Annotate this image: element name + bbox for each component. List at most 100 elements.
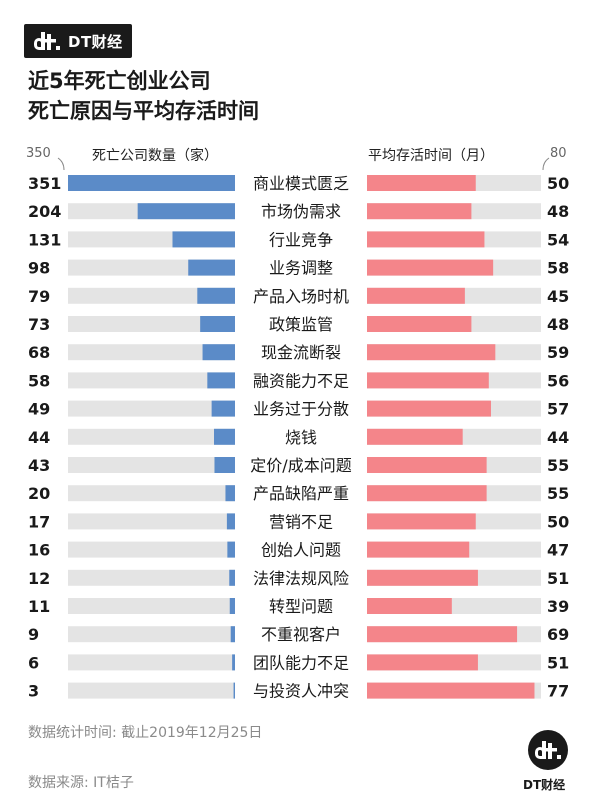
- left-value-label: 68: [28, 343, 50, 362]
- category-label: 法律法规风险: [253, 569, 349, 588]
- right-value-label: 51: [547, 653, 569, 672]
- left-bar: [227, 541, 235, 558]
- left-value-label: 44: [28, 428, 50, 447]
- right-value-label: 55: [547, 456, 569, 475]
- category-label: 商业模式匮乏: [253, 174, 349, 193]
- category-label-bg: [238, 596, 364, 616]
- right-value-label: 48: [547, 315, 569, 334]
- right-bar: [367, 654, 478, 671]
- left-value-label: 98: [28, 259, 50, 278]
- left-bar: [232, 654, 235, 671]
- left-bar-track: [68, 598, 235, 614]
- left-bar: [137, 203, 235, 220]
- left-value-label: 6: [28, 653, 39, 672]
- left-value-label: 17: [28, 512, 50, 531]
- right-value-label: 54: [547, 230, 569, 249]
- category-label: 现金流断裂: [261, 343, 341, 362]
- left-bar-track: [68, 541, 235, 558]
- category-label: 融资能力不足: [253, 371, 349, 390]
- left-bar: [233, 682, 235, 699]
- left-bar-track: [68, 457, 235, 473]
- right-bar: [367, 457, 487, 473]
- category-label-bg: [238, 680, 364, 701]
- category-label-bg: [238, 426, 364, 447]
- category-label: 业务过于分散: [253, 400, 349, 419]
- left-bar: [230, 626, 235, 643]
- category-label-bg: [238, 314, 364, 334]
- category-label: 业务调整: [269, 259, 333, 278]
- category-label-bg: [238, 652, 364, 673]
- right-value-label: 55: [547, 484, 569, 503]
- left-value-label: 58: [28, 371, 50, 390]
- chart-title: 近5年死亡创业公司 死亡原因与平均存活时间: [28, 66, 259, 126]
- left-bar: [214, 457, 235, 473]
- right-value-label: 45: [547, 287, 569, 306]
- right-bar: [367, 598, 452, 614]
- stats-time-note: 数据统计时间: 截止2019年12月25日: [28, 725, 263, 741]
- right-bar: [367, 344, 496, 361]
- left-bar: [214, 428, 235, 445]
- left-value-label: 12: [28, 569, 50, 588]
- left-value-label: 73: [28, 315, 50, 334]
- brand-badge: DT财经: [24, 24, 132, 58]
- left-bar-track: [68, 513, 235, 530]
- left-value-label: 16: [28, 541, 50, 560]
- category-label-bg: [238, 229, 364, 250]
- left-bar-track: [68, 626, 235, 643]
- left-bar-track: [68, 400, 235, 417]
- dt-logo-icon: [34, 32, 60, 50]
- category-label-bg: [238, 257, 364, 278]
- right-axis-max: 80: [550, 146, 567, 161]
- category-label: 政策监管: [269, 315, 333, 334]
- left-bar: [225, 485, 235, 502]
- category-label: 不重视客户: [261, 625, 341, 644]
- dt-logo-icon: [535, 741, 561, 759]
- left-bar-track: [68, 287, 235, 304]
- right-value-label: 57: [547, 400, 569, 419]
- left-bar: [229, 598, 235, 614]
- right-bar: [367, 259, 494, 276]
- right-bar: [367, 175, 476, 191]
- right-axis-pointer: [542, 157, 550, 171]
- right-bar: [367, 682, 535, 699]
- title-line-1: 近5年死亡创业公司: [28, 69, 211, 93]
- right-value-label: 58: [547, 259, 569, 278]
- brand-name: DT财经: [68, 32, 123, 51]
- source-note: 数据来源: IT桔子: [28, 775, 134, 791]
- right-value-label: 39: [547, 597, 569, 616]
- category-label-bg: [238, 398, 364, 419]
- right-bar: [367, 231, 485, 248]
- right-value-label: 50: [547, 512, 569, 531]
- left-bar: [211, 400, 235, 417]
- right-value-label: 50: [547, 174, 569, 193]
- right-bar: [367, 400, 491, 417]
- left-bar: [207, 372, 235, 389]
- category-label-bg: [238, 201, 364, 222]
- right-bar: [367, 372, 489, 389]
- category-label-bg: [238, 370, 364, 391]
- right-bar: [367, 316, 472, 332]
- left-bar-track: [68, 654, 235, 671]
- category-label-bg: [238, 342, 364, 363]
- bottom-logo: [528, 730, 568, 770]
- category-label: 产品缺陷严重: [253, 484, 349, 503]
- category-label: 产品入场时机: [253, 287, 349, 306]
- category-label: 与投资人冲突: [253, 682, 349, 701]
- right-value-label: 48: [547, 202, 569, 221]
- left-bar: [226, 513, 235, 530]
- right-bar: [367, 626, 518, 643]
- left-bar-track: [68, 344, 235, 361]
- left-bar-track: [68, 682, 235, 699]
- right-bar: [367, 203, 472, 220]
- left-value-label: 9: [28, 625, 39, 644]
- left-bar: [188, 259, 235, 276]
- right-bar: [367, 513, 476, 530]
- right-value-label: 59: [547, 343, 569, 362]
- right-bar: [367, 287, 465, 304]
- right-bar: [367, 485, 487, 502]
- right-value-label: 47: [547, 541, 569, 560]
- category-label: 定价/成本问题: [250, 456, 351, 475]
- left-bar: [197, 287, 235, 304]
- category-label-bg: [238, 285, 364, 306]
- left-axis-pointer: [57, 157, 65, 171]
